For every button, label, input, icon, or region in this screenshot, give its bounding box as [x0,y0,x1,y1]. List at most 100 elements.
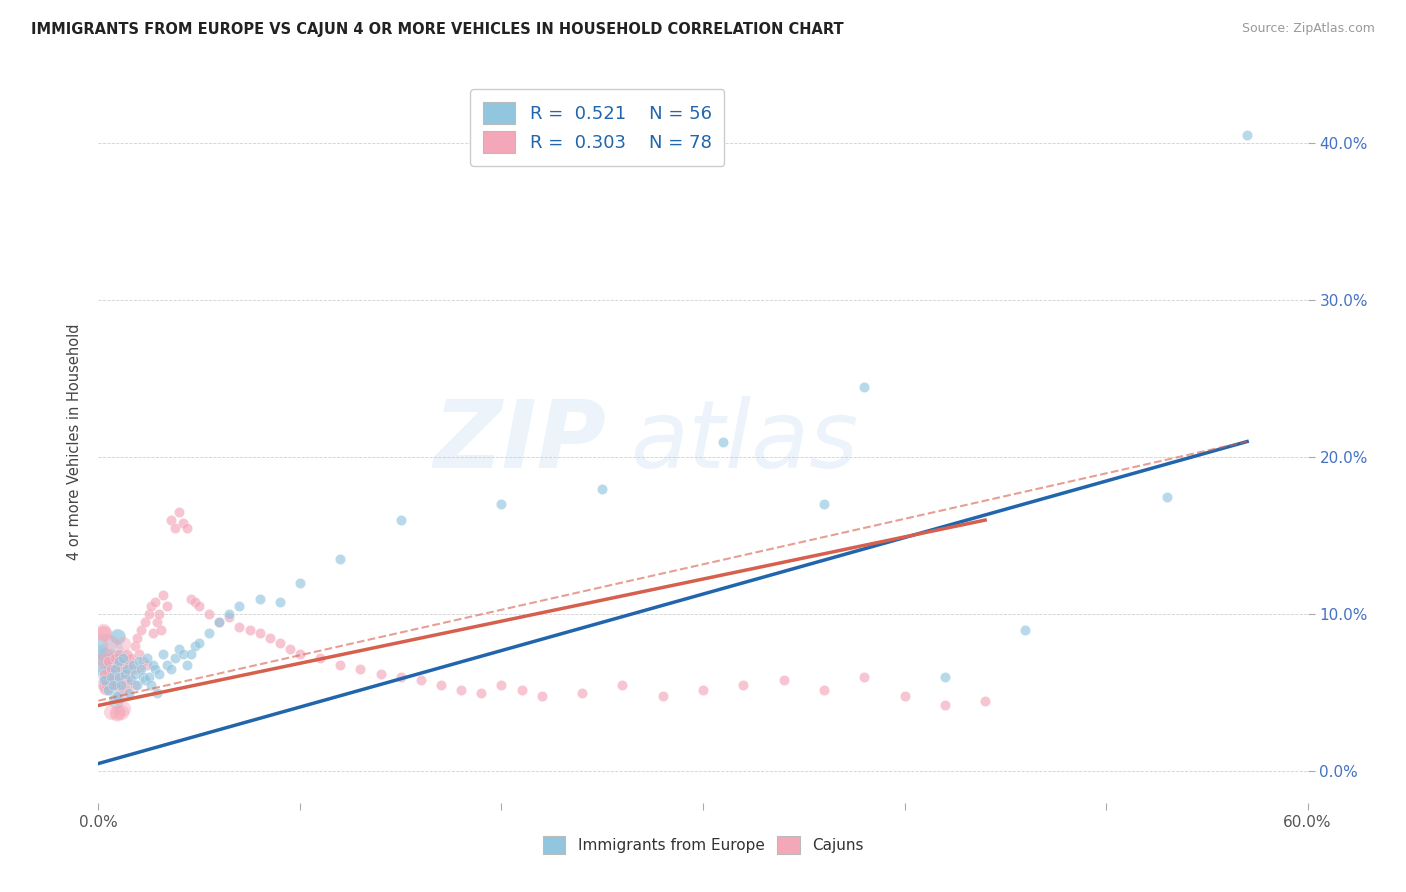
Point [114,667,136,681]
Text: atlas: atlas [630,396,859,487]
Point [156,657,179,672]
Point [269,595,291,609]
Point [288,647,311,661]
Point [93,673,115,688]
Point [90,654,112,668]
Point [107,647,129,661]
Point [934,670,956,684]
Point [974,694,997,708]
Point [110,678,132,692]
Point [132,670,155,684]
Point [114,678,136,692]
Point [218,607,240,622]
Point [128,647,150,661]
Point [96,678,118,692]
Point [172,647,194,661]
Point [228,599,250,614]
Point [135,651,157,665]
Point [121,662,143,676]
Point [160,513,183,527]
Point [370,667,392,681]
Point [107,655,129,669]
Point [180,647,202,661]
Point [591,482,613,496]
Point [91,661,114,675]
Point [103,676,125,690]
Point [104,675,127,690]
Point [389,513,412,527]
Point [156,599,179,614]
Point [129,623,152,637]
Point [117,661,139,675]
Point [853,670,876,684]
Point [105,690,128,705]
Point [409,673,432,688]
Point [148,667,170,681]
Point [176,657,198,672]
Point [112,659,135,673]
Point [111,706,134,720]
Text: IMMIGRANTS FROM EUROPE VS CAJUN 4 OR MORE VEHICLES IN HOUSEHOLD CORRELATION CHAR: IMMIGRANTS FROM EUROPE VS CAJUN 4 OR MOR… [31,22,844,37]
Point [103,659,125,673]
Point [249,626,271,640]
Point [100,672,122,686]
Point [893,689,915,703]
Point [146,615,169,630]
Point [103,653,125,667]
Point [121,657,143,672]
Point [115,652,138,666]
Point [118,657,141,672]
Point [138,607,160,622]
Point [101,670,124,684]
Point [124,667,146,681]
Point [100,706,122,720]
Point [160,662,183,676]
Point [470,686,492,700]
Point [91,626,114,640]
Point [329,657,352,672]
Point [188,599,211,614]
Point [329,552,352,566]
Point [100,670,122,684]
Point [103,662,125,676]
Point [125,678,148,692]
Point [97,655,120,669]
Point [772,673,794,688]
Point [124,678,146,692]
Point [96,678,118,692]
Point [114,680,136,694]
Point [94,648,117,663]
Point [167,641,190,656]
Point [278,641,301,656]
Point [111,655,134,669]
Point [491,497,513,511]
Point [101,678,124,692]
Point [120,651,142,665]
Point [114,673,136,688]
Point [112,702,135,716]
Point [103,678,125,692]
Point [172,516,194,531]
Point [152,589,174,603]
Point [124,639,146,653]
Point [934,698,956,713]
Point [107,630,129,644]
Point [288,575,311,590]
Point [105,657,128,672]
Point [94,681,117,695]
Point [813,682,835,697]
Point [107,670,129,684]
Point [142,657,165,672]
Point [138,670,160,684]
Point [110,654,132,668]
Point [180,591,202,606]
Point [692,682,714,697]
Point [105,694,128,708]
Point [112,684,135,698]
Point [107,670,129,684]
Point [105,706,128,721]
Point [853,379,876,393]
Point [711,434,734,449]
Point [218,610,240,624]
Point [101,660,124,674]
